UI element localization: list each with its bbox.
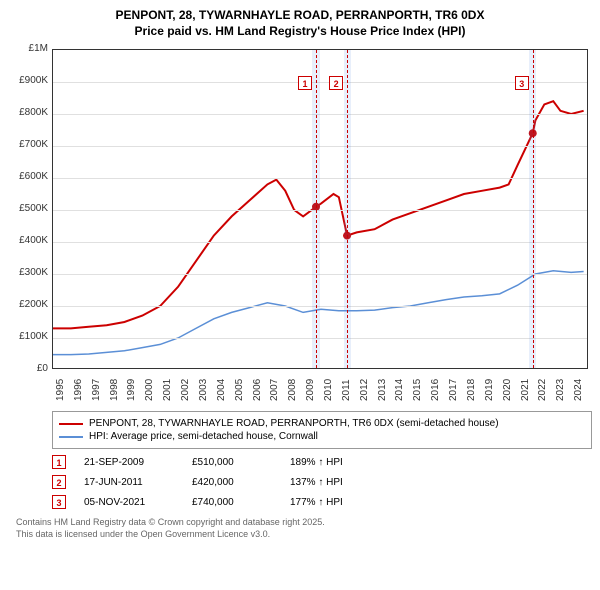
y-tick-label: £100K (8, 331, 48, 342)
gridline (53, 274, 587, 275)
y-tick-label: £200K (8, 299, 48, 310)
event-row: 2 17-JUN-2011 £420,000 137% ↑ HPI (52, 475, 592, 489)
x-tick-label: 2014 (394, 379, 398, 401)
sale-marker-1: 1 (298, 76, 312, 90)
event-table: 1 21-SEP-2009 £510,000 189% ↑ HPI 2 17-JUN-20… (52, 455, 592, 509)
x-tick-label: 2011 (341, 380, 345, 402)
x-tick-label: 2015 (412, 379, 416, 401)
legend-row: PENPONT, 28, TYWARNHAYLE ROAD, PERRANPOR… (59, 418, 585, 429)
x-tick-label: 2023 (555, 379, 559, 401)
x-tick-label: 2005 (234, 379, 238, 401)
legend-row: HPI: Average price, semi-detached house,… (59, 431, 585, 442)
y-tick-label: £900K (8, 75, 48, 86)
x-tick-label: 2000 (144, 379, 148, 401)
event-date: 05-NOV-2021 (84, 497, 174, 508)
legend-label: PENPONT, 28, TYWARNHAYLE ROAD, PERRANPOR… (89, 418, 499, 429)
x-tick-label: 1995 (55, 379, 59, 401)
legend-label: HPI: Average price, semi-detached house,… (89, 431, 318, 442)
title-line2: Price paid vs. HM Land Registry's House … (8, 24, 592, 40)
gridline (53, 306, 587, 307)
event-row: 3 05-NOV-2021 £740,000 177% ↑ HPI (52, 495, 592, 509)
sale-vline (533, 50, 534, 368)
event-pct: 137% ↑ HPI (290, 477, 343, 488)
x-tick-label: 1999 (126, 379, 130, 401)
chart-container: PENPONT, 28, TYWARNHAYLE ROAD, PERRANPOR… (0, 0, 600, 549)
x-tick-label: 2008 (287, 379, 291, 401)
y-tick-label: £700K (8, 139, 48, 150)
x-tick-label: 2017 (448, 379, 452, 401)
x-tick-label: 2006 (252, 379, 256, 401)
chart-title: PENPONT, 28, TYWARNHAYLE ROAD, PERRANPOR… (8, 8, 592, 39)
x-tick-label: 2004 (216, 379, 220, 401)
x-tick-label: 2012 (359, 379, 363, 401)
title-line1: PENPONT, 28, TYWARNHAYLE ROAD, PERRANPOR… (8, 8, 592, 24)
y-tick-label: £500K (8, 203, 48, 214)
sale-vline (347, 50, 348, 368)
legend: PENPONT, 28, TYWARNHAYLE ROAD, PERRANPOR… (52, 411, 592, 449)
chart-area: 1 2 3 £0 £100K £200K £300K £400K £500K £600K £700… (8, 45, 592, 405)
event-number: 1 (52, 455, 66, 469)
event-date: 17-JUN-2011 (84, 477, 174, 488)
gridline (53, 338, 587, 339)
event-price: £510,000 (192, 457, 272, 468)
x-tick-label: 2020 (502, 379, 506, 401)
x-tick-label: 1996 (73, 379, 77, 401)
x-tick-label: 2010 (323, 379, 327, 401)
x-tick-label: 2018 (466, 379, 470, 401)
gridline (53, 114, 587, 115)
event-number: 3 (52, 495, 66, 509)
y-tick-label: £0 (8, 363, 48, 374)
footer: Contains HM Land Registry data © Crown c… (16, 517, 592, 540)
y-tick-label: £300K (8, 267, 48, 278)
plot-region: 1 2 3 (52, 49, 588, 369)
x-tick-label: 2022 (537, 379, 541, 401)
x-tick-label: 2002 (180, 379, 184, 401)
sale-marker-2: 2 (329, 76, 343, 90)
event-pct: 177% ↑ HPI (290, 497, 343, 508)
x-tick-label: 2001 (162, 379, 166, 401)
gridline (53, 146, 587, 147)
event-price: £740,000 (192, 497, 272, 508)
x-tick-label: 2013 (377, 379, 381, 401)
x-tick-label: 2019 (484, 379, 488, 401)
y-tick-label: £600K (8, 171, 48, 182)
x-tick-label: 2009 (305, 379, 309, 401)
x-tick-label: 1997 (91, 379, 95, 401)
x-tick-label: 2021 (520, 379, 524, 401)
gridline (53, 210, 587, 211)
gridline (53, 242, 587, 243)
sale-vline (316, 50, 317, 368)
y-tick-label: £400K (8, 235, 48, 246)
event-number: 2 (52, 475, 66, 489)
x-tick-label: 2024 (573, 379, 577, 401)
event-row: 1 21-SEP-2009 £510,000 189% ↑ HPI (52, 455, 592, 469)
y-tick-label: £1M (8, 43, 48, 54)
footer-line2: This data is licensed under the Open Gov… (16, 529, 592, 541)
gridline (53, 178, 587, 179)
event-price: £420,000 (192, 477, 272, 488)
event-pct: 189% ↑ HPI (290, 457, 343, 468)
gridline (53, 82, 587, 83)
x-tick-label: 2016 (430, 379, 434, 401)
y-tick-label: £800K (8, 107, 48, 118)
footer-line1: Contains HM Land Registry data © Crown c… (16, 517, 592, 529)
x-tick-label: 2003 (198, 379, 202, 401)
x-tick-label: 1998 (109, 379, 113, 401)
legend-swatch (59, 436, 83, 438)
x-tick-label: 2007 (269, 379, 273, 401)
event-date: 21-SEP-2009 (84, 457, 174, 468)
legend-swatch (59, 423, 83, 425)
line-svg (53, 50, 587, 368)
sale-marker-3: 3 (515, 76, 529, 90)
